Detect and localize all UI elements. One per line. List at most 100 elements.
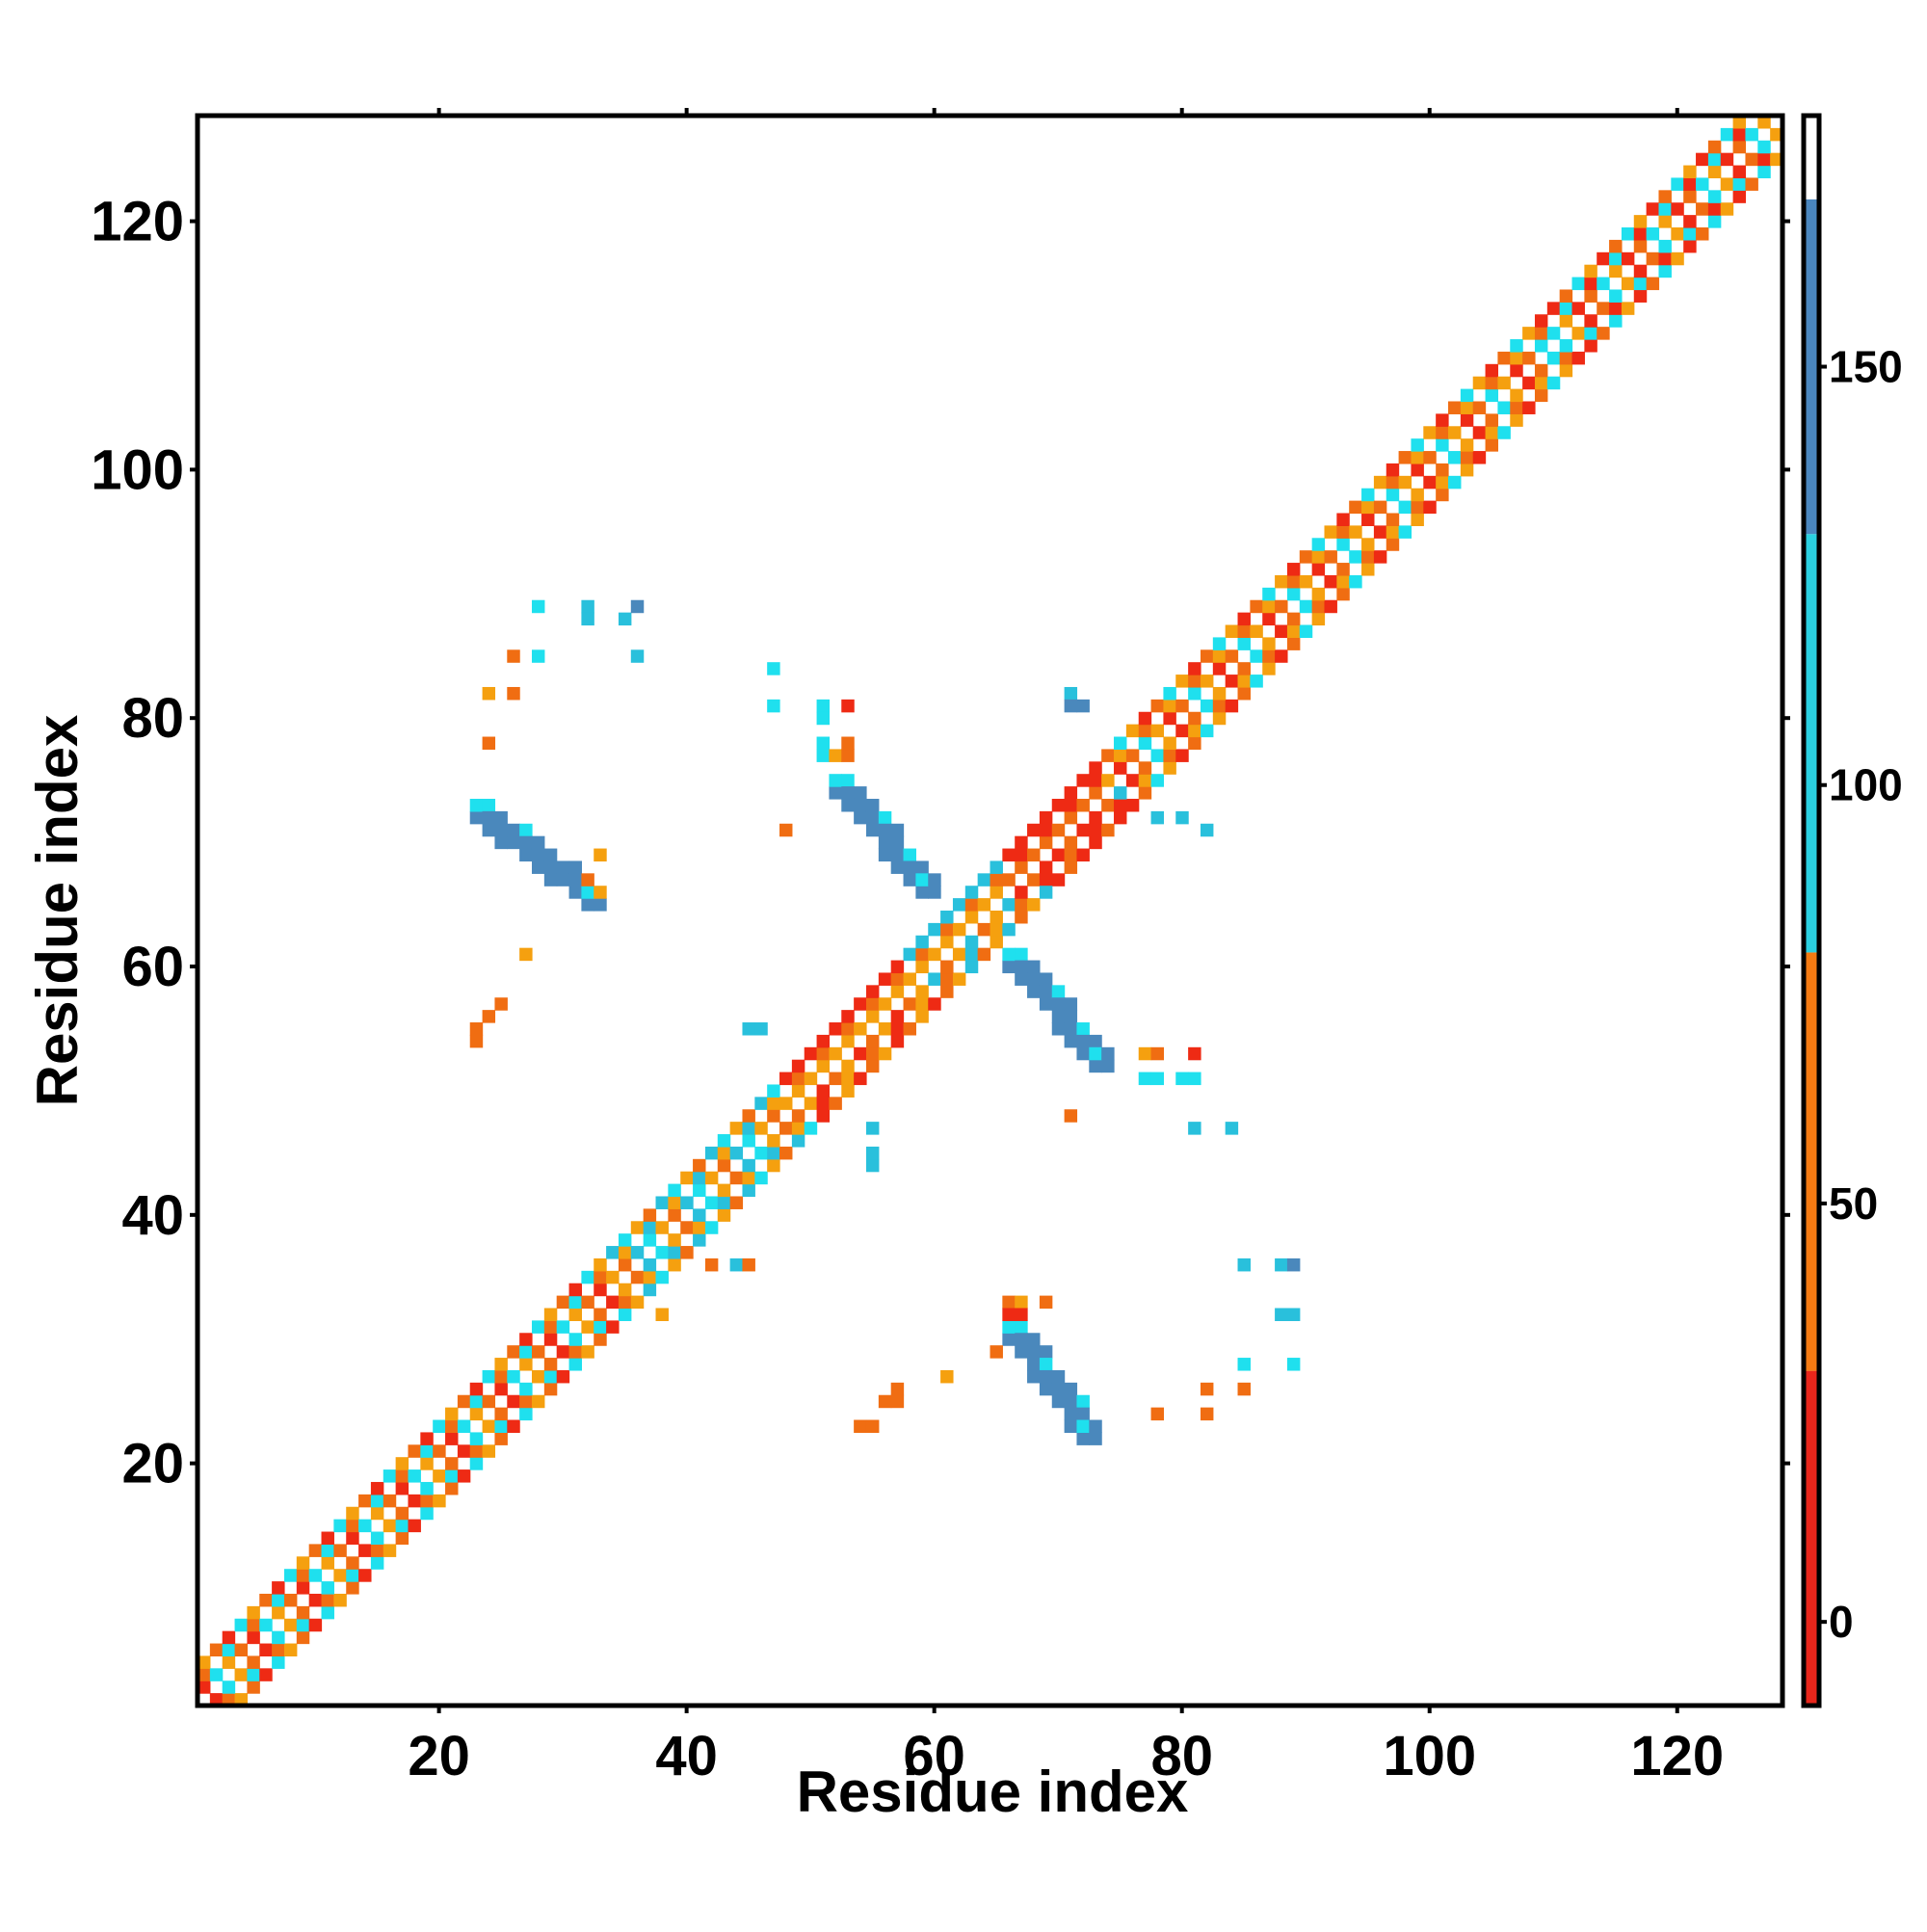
diagonal-cell <box>594 1257 607 1272</box>
diagonal-cell <box>940 935 954 949</box>
diagonal-cell <box>1051 873 1066 887</box>
diagonal-cell <box>1089 810 1102 825</box>
colorbar-band <box>1804 116 1819 199</box>
strip-cell <box>1039 1358 1053 1371</box>
diagonal-cell <box>1138 711 1152 726</box>
diagonal-cell <box>693 1183 706 1198</box>
diagonal-cell <box>1436 438 1449 452</box>
diagonal-cell <box>903 972 916 986</box>
diagonal-cell <box>1324 599 1337 614</box>
scatter-cell <box>1237 1257 1251 1272</box>
diagonal-cell <box>816 1059 831 1073</box>
diagonal-cell <box>1188 736 1201 751</box>
diagonal-cell <box>1411 451 1424 464</box>
diagonal-cell <box>308 1618 323 1632</box>
diagonal-cell <box>890 972 905 986</box>
strip-cell <box>494 835 508 850</box>
diagonal-cell <box>1436 413 1449 427</box>
diagonal-cell <box>1138 774 1152 787</box>
diagonal-cell <box>1485 376 1499 390</box>
diagonal-cell <box>1398 475 1412 490</box>
diagonal-cell <box>1336 525 1350 539</box>
diagonal-cell <box>1671 251 1684 266</box>
diagonal-cell <box>1559 302 1573 315</box>
diagonal-cell <box>1262 612 1276 626</box>
strip-cell <box>903 873 916 887</box>
strip-cell <box>854 786 867 800</box>
diagonal-cell <box>1286 637 1301 650</box>
scatter-cell <box>1150 1046 1165 1061</box>
strip-cell <box>928 873 941 887</box>
strip-cell <box>519 848 533 862</box>
diagonal-cell <box>1609 314 1623 328</box>
diagonal-cell <box>433 1469 446 1483</box>
diagonal-cell <box>1423 500 1437 515</box>
diagonal-cell <box>543 1333 558 1346</box>
diagonal-cell <box>1002 922 1016 937</box>
diagonal-cell <box>680 1221 694 1234</box>
diagonal-cell <box>1225 649 1239 663</box>
diagonal-cell <box>1770 127 1783 142</box>
scatter-cell <box>1225 1122 1239 1135</box>
strip-cell <box>1064 1034 1078 1048</box>
scatter-cell <box>754 1022 768 1036</box>
diagonal-cell <box>494 1419 508 1434</box>
diagonal-cell <box>1460 401 1474 414</box>
diagonal-cell <box>841 1072 855 1086</box>
x-axis-title: Residue index <box>797 1760 1189 1824</box>
scatter-cell <box>1188 1072 1201 1086</box>
diagonal-cell <box>1671 227 1684 241</box>
scatter-cell <box>1002 1308 1016 1321</box>
diagonal-cell <box>680 1246 694 1259</box>
strip-cell <box>1002 1320 1016 1334</box>
diagonal-cell <box>693 1158 706 1173</box>
diagonal-cell <box>1262 599 1276 614</box>
diagonal-cell <box>1732 177 1747 191</box>
diagonal-cell <box>1398 500 1412 515</box>
diagonal-cell <box>594 1333 607 1346</box>
diagonal-cell <box>482 1419 496 1434</box>
diagonal-cell <box>890 985 905 998</box>
diagonal-cell <box>1311 563 1326 576</box>
diagonal-cell <box>1633 215 1648 228</box>
diagonal-cell <box>408 1469 421 1483</box>
diagonal-cell <box>1200 699 1214 713</box>
diagonal-cell <box>742 1183 755 1198</box>
diagonal-cell <box>296 1569 310 1582</box>
diagonal-cell <box>1114 749 1127 762</box>
diagonal-cell <box>1571 351 1585 365</box>
diagonal-cell <box>865 1010 880 1023</box>
diagonal-cell <box>779 1072 793 1086</box>
diagonal-cell <box>878 1046 892 1061</box>
diagonal-cell <box>1584 314 1597 328</box>
diagonal-cell <box>754 1171 768 1185</box>
diagonal-cell <box>964 886 979 899</box>
scatter-cell <box>1275 1257 1288 1272</box>
diagonal-cell <box>1584 339 1597 353</box>
diagonal-cell <box>1707 165 1722 179</box>
diagonal-cell <box>717 1158 731 1173</box>
strip-cell <box>890 823 905 837</box>
scatter-cell <box>1200 1407 1214 1421</box>
diagonal-cell <box>1683 177 1697 191</box>
diagonal-cell <box>1039 860 1053 874</box>
diagonal-cell <box>1200 675 1214 688</box>
diagonal-cell <box>543 1358 558 1371</box>
strip-cell <box>854 798 867 812</box>
diagonal-cell <box>791 1072 805 1086</box>
diagonal-cell <box>594 1308 607 1321</box>
strip-cell <box>1101 1059 1115 1073</box>
diagonal-cell <box>543 1320 558 1334</box>
diagonal-cell <box>1311 538 1326 551</box>
diagonal-cell <box>469 1457 484 1470</box>
diagonal-cell <box>990 911 1003 924</box>
diagonal-cell <box>1212 699 1227 713</box>
diagonal-cell <box>940 985 954 998</box>
diagonal-cell <box>1089 823 1102 837</box>
colorbar-band <box>1804 1370 1819 1706</box>
diagonal-cell <box>1311 550 1326 564</box>
diagonal-cell <box>1373 500 1387 515</box>
scatter-cell <box>1039 1295 1053 1310</box>
diagonal-cell <box>1745 152 1758 167</box>
diagonal-cell <box>1411 463 1424 477</box>
